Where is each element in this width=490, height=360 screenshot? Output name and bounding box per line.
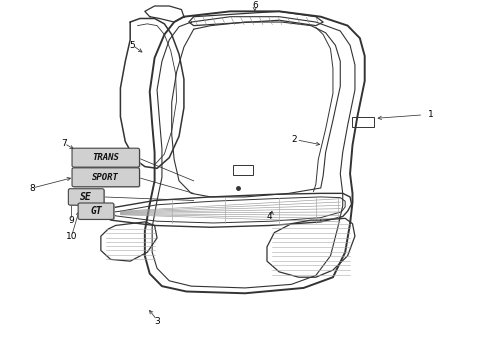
Bar (352, 117, 374, 127)
FancyBboxPatch shape (70, 189, 105, 206)
Text: 2: 2 (291, 135, 296, 144)
Text: 9: 9 (69, 216, 74, 225)
Text: 6: 6 (252, 1, 258, 10)
FancyBboxPatch shape (72, 148, 140, 167)
Text: SE: SE (80, 192, 92, 202)
FancyBboxPatch shape (69, 189, 104, 205)
FancyBboxPatch shape (78, 203, 114, 219)
FancyBboxPatch shape (72, 168, 140, 187)
Text: 10: 10 (66, 232, 77, 241)
Text: 3: 3 (154, 317, 160, 326)
Text: 5: 5 (130, 41, 136, 50)
Text: GT: GT (90, 206, 102, 216)
Text: 8: 8 (29, 184, 35, 193)
FancyBboxPatch shape (73, 168, 141, 188)
Text: TRANS: TRANS (92, 153, 119, 162)
Text: 1: 1 (428, 111, 434, 120)
Text: 7: 7 (61, 139, 67, 148)
Text: SPORT: SPORT (92, 173, 119, 182)
FancyBboxPatch shape (73, 149, 141, 168)
Text: 4: 4 (267, 212, 272, 221)
FancyBboxPatch shape (79, 204, 115, 220)
Bar (233, 165, 253, 175)
